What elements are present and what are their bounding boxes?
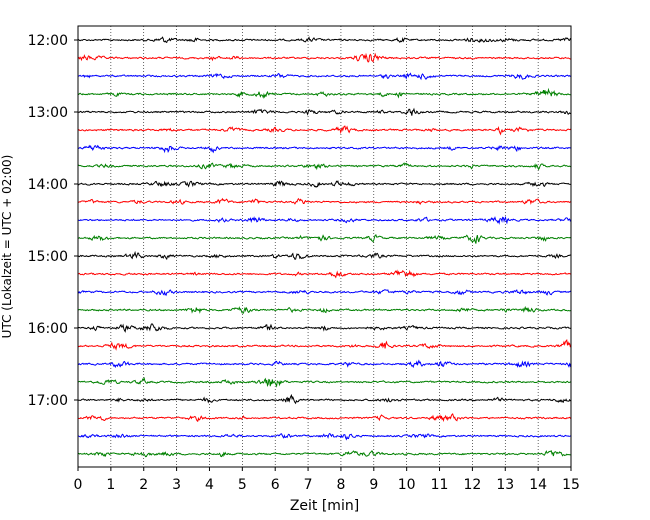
x-tick-label-2: 2 [139,477,148,493]
x-tick-label-8: 8 [336,477,345,493]
x-tick-label-5: 5 [238,477,247,493]
trace-1745 [77,450,572,458]
trace-1345 [77,162,572,171]
y-tick-label-15:00: 15:00 [28,249,68,265]
trace-1500 [77,250,572,261]
trace-1245 [77,87,572,99]
x-tick-label-0: 0 [74,477,83,493]
trace-1600 [77,323,572,333]
trace-1615 [77,338,572,351]
trace-1530 [77,289,572,297]
x-tick-label-9: 9 [369,477,378,493]
y-tick-label-14:00: 14:00 [28,177,68,193]
trace-1645 [77,376,572,388]
x-tick-label-1: 1 [106,477,115,493]
trace-1315 [77,125,572,136]
y-tick-label-16:00: 16:00 [28,321,68,337]
x-tick-label-6: 6 [271,477,280,493]
x-axis: 0 1 2 3 4 5 6 7 8 9 10 11 12 13 14 15 [74,467,580,493]
y-axis-label: UTC (Lokalzeit = UTC + 02:00) [0,155,14,339]
trace-1300 [77,107,572,116]
x-tick-label-14: 14 [529,477,547,493]
trace-1430 [77,215,572,225]
y-tick-label-12:00: 12:00 [28,33,68,49]
trace-1400 [77,180,572,188]
trace-1545 [77,305,572,314]
y-tick-label-17:00: 17:00 [28,393,68,409]
trace-1230 [77,72,572,81]
y-tick-label-13:00: 13:00 [28,105,68,121]
x-axis-label: Zeit [min] [290,498,359,514]
trace-1730 [77,432,572,441]
trace-1215 [77,52,572,63]
trace-1445 [77,234,572,244]
trace-1200 [77,36,572,44]
x-tick-label-10: 10 [398,477,416,493]
trace-1700 [77,393,572,405]
y-axis: 12:00 13:00 14:00 15:00 16:00 17:00 [28,33,78,409]
x-tick-label-3: 3 [172,477,181,493]
x-tick-label-4: 4 [205,477,214,493]
x-tick-label-11: 11 [431,477,449,493]
trace-1415 [77,197,572,205]
x-tick-label-12: 12 [463,477,481,493]
trace-1630 [77,359,572,369]
trace-1330 [77,144,572,154]
trace-1715 [77,413,572,423]
trace-group [77,36,572,458]
x-tick-label-15: 15 [562,477,580,493]
x-tick-label-7: 7 [304,477,313,493]
plot-frame [77,25,572,468]
trace-1515 [77,269,572,279]
x-tick-label-13: 13 [496,477,514,493]
